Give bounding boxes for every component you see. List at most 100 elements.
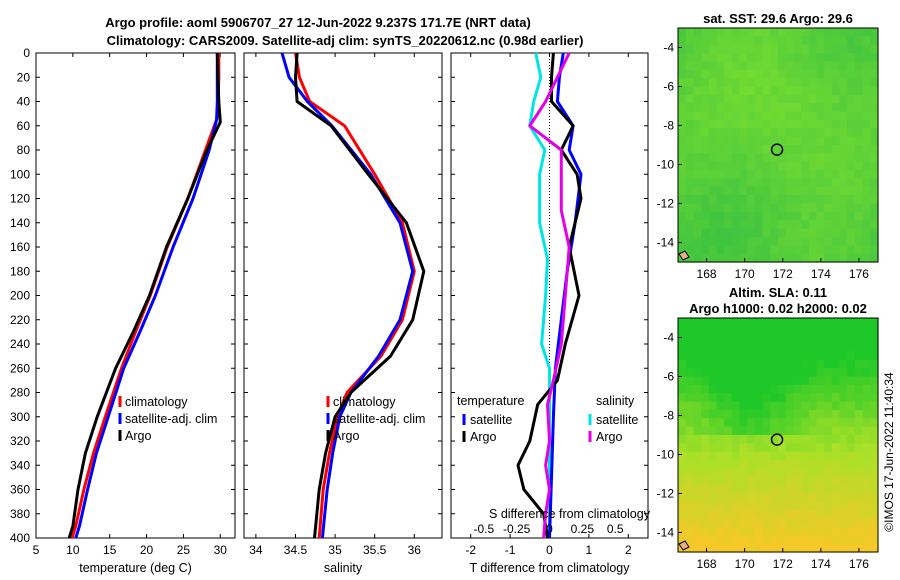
x-tick-label: 5 xyxy=(33,543,40,557)
map-cell xyxy=(708,501,718,511)
map-cell xyxy=(778,245,787,255)
map-cell xyxy=(731,376,741,386)
map-cell xyxy=(747,418,756,428)
map-cell xyxy=(739,343,748,353)
map-cell xyxy=(716,145,725,154)
map-cell xyxy=(716,443,725,453)
map-cell xyxy=(678,326,687,336)
map-cell xyxy=(793,543,802,553)
map-cell xyxy=(739,119,748,129)
map-cell xyxy=(762,359,771,369)
map-cell xyxy=(708,426,718,436)
map-cell xyxy=(724,443,733,453)
map-cell xyxy=(862,86,871,96)
map-cell xyxy=(739,493,748,503)
map-cell xyxy=(731,145,741,154)
map-cell xyxy=(847,36,856,46)
map-cell xyxy=(685,186,694,196)
map-cell xyxy=(708,376,718,386)
map-cell xyxy=(731,245,741,255)
map-cell xyxy=(747,220,756,230)
map-cell xyxy=(762,460,771,470)
map-cell xyxy=(854,535,864,545)
map-cell xyxy=(839,526,848,536)
map-cell xyxy=(754,253,764,263)
map-cell xyxy=(847,409,856,419)
map-cell xyxy=(724,518,733,528)
map-cell xyxy=(793,351,802,361)
map-cell xyxy=(701,384,710,394)
map-cell xyxy=(808,53,818,63)
map-cell xyxy=(839,136,848,146)
map-cell xyxy=(716,426,725,436)
map-cell xyxy=(778,178,787,188)
map-cell xyxy=(870,228,879,238)
map-cell xyxy=(762,343,771,353)
map-cell xyxy=(785,326,794,336)
map-y-tick-label: -10 xyxy=(657,448,675,462)
map-cell xyxy=(693,94,702,104)
map-cell xyxy=(870,326,879,336)
map-cell xyxy=(816,535,825,545)
map-cell xyxy=(739,170,748,180)
map-cell xyxy=(724,178,733,188)
map-cell xyxy=(693,195,702,205)
map-cell xyxy=(847,178,856,188)
map-cell xyxy=(693,136,702,146)
map-cell xyxy=(731,359,741,369)
map-cell xyxy=(839,510,848,520)
map-cell xyxy=(862,384,871,394)
map-cell xyxy=(862,103,871,113)
map-cell xyxy=(731,510,741,520)
map-cell xyxy=(847,485,856,495)
map-cell xyxy=(731,178,741,188)
map-cell xyxy=(824,161,833,171)
x-axis-label: T difference from climatology xyxy=(469,561,630,575)
map-cell xyxy=(824,476,833,486)
map-cell xyxy=(839,351,848,361)
map-cell xyxy=(778,228,787,238)
map-cell xyxy=(770,178,779,188)
map-cell xyxy=(785,384,794,394)
map-cell xyxy=(701,351,710,361)
map-cell xyxy=(793,451,802,461)
map-cell xyxy=(785,401,794,411)
map-cell xyxy=(854,28,864,37)
map-cell xyxy=(801,384,810,394)
map-cell xyxy=(747,153,756,163)
map-cell xyxy=(762,119,771,129)
map-cell xyxy=(716,409,725,419)
map-cell xyxy=(762,426,771,436)
map-cell xyxy=(693,119,702,129)
map-cell xyxy=(754,334,764,344)
map-cell xyxy=(870,510,879,520)
map-cell xyxy=(762,161,771,171)
map-cell xyxy=(824,343,833,353)
map-cell xyxy=(862,94,871,104)
map-cell xyxy=(839,326,848,336)
profile-panel-salinity: 34 34.5 35 35.5 36salinityclimatologysatelli… xyxy=(243,52,443,575)
map-cell xyxy=(685,451,694,461)
map-cell xyxy=(685,384,694,394)
map-cell xyxy=(754,510,764,520)
map-cell xyxy=(870,485,879,495)
map-cell xyxy=(724,211,733,221)
map-cell xyxy=(831,334,841,344)
map-cell xyxy=(731,36,741,46)
map-cell xyxy=(808,318,818,327)
map-cell xyxy=(854,401,864,411)
map-cell xyxy=(793,426,802,436)
map-cell xyxy=(731,44,741,54)
map-cell xyxy=(754,393,764,403)
map-cell xyxy=(685,61,694,71)
map-cell xyxy=(870,86,879,96)
depth-tick-label: 340 xyxy=(10,458,30,472)
map-cell xyxy=(701,128,710,138)
map-frame xyxy=(677,27,879,263)
map-cell xyxy=(808,409,818,419)
map-cell xyxy=(778,86,787,96)
legend-label: Argo xyxy=(596,430,622,444)
map-cell xyxy=(824,535,833,545)
map-cell xyxy=(685,128,694,138)
map-cell xyxy=(778,318,787,327)
